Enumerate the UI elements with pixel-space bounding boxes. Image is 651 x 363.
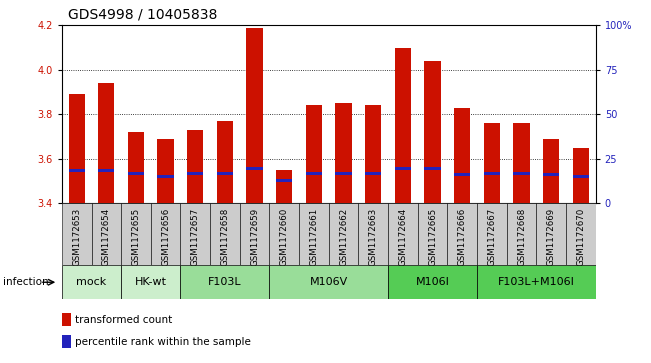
Text: GDS4998 / 10405838: GDS4998 / 10405838 — [68, 8, 217, 22]
Bar — [484, 123, 500, 203]
Bar — [299, 203, 329, 265]
Bar — [306, 172, 322, 175]
Bar — [395, 167, 411, 170]
Bar — [395, 48, 411, 203]
Bar — [454, 108, 471, 203]
Bar — [180, 203, 210, 265]
Bar — [62, 265, 121, 299]
Bar — [424, 167, 441, 170]
Bar — [477, 265, 596, 299]
Text: transformed count: transformed count — [76, 315, 173, 326]
Text: GSM1172664: GSM1172664 — [398, 208, 408, 266]
Bar — [359, 203, 388, 265]
Bar — [543, 139, 559, 203]
Bar — [98, 83, 115, 203]
Bar — [543, 173, 559, 176]
Bar — [210, 203, 240, 265]
Text: GSM1172662: GSM1172662 — [339, 208, 348, 266]
Text: GSM1172669: GSM1172669 — [547, 208, 556, 266]
Bar — [62, 313, 72, 326]
Bar — [270, 265, 388, 299]
Bar — [506, 203, 536, 265]
Bar — [180, 265, 270, 299]
Bar — [388, 203, 418, 265]
Text: GSM1172666: GSM1172666 — [458, 208, 467, 266]
Bar — [151, 203, 180, 265]
Text: mock: mock — [76, 277, 107, 287]
Text: GSM1172661: GSM1172661 — [309, 208, 318, 266]
Bar — [365, 106, 381, 203]
Bar — [121, 203, 151, 265]
Bar — [247, 28, 263, 203]
Bar — [68, 94, 85, 203]
Bar — [454, 173, 471, 176]
Text: GSM1172659: GSM1172659 — [250, 208, 259, 266]
Bar — [158, 175, 174, 178]
Text: GSM1172663: GSM1172663 — [368, 208, 378, 266]
Text: HK-wt: HK-wt — [135, 277, 167, 287]
Bar — [276, 179, 292, 182]
Bar — [121, 265, 180, 299]
Text: infection: infection — [3, 277, 49, 287]
Bar — [418, 203, 447, 265]
Bar — [276, 170, 292, 203]
Text: GSM1172654: GSM1172654 — [102, 208, 111, 266]
Bar — [62, 335, 72, 348]
Bar — [240, 203, 270, 265]
Bar — [566, 203, 596, 265]
Text: F103L+M106I: F103L+M106I — [498, 277, 575, 287]
Text: GSM1172656: GSM1172656 — [161, 208, 170, 266]
Bar — [68, 169, 85, 172]
Bar — [62, 203, 92, 265]
Bar — [98, 169, 115, 172]
Bar — [424, 61, 441, 203]
Bar — [329, 203, 359, 265]
Bar — [247, 167, 263, 170]
Text: GSM1172657: GSM1172657 — [191, 208, 200, 266]
Text: percentile rank within the sample: percentile rank within the sample — [76, 337, 251, 347]
Text: M106I: M106I — [415, 277, 449, 287]
Bar — [388, 265, 477, 299]
Bar — [514, 123, 530, 203]
Text: GSM1172668: GSM1172668 — [517, 208, 526, 266]
Text: GSM1172660: GSM1172660 — [280, 208, 289, 266]
Bar — [536, 203, 566, 265]
Bar — [128, 132, 144, 203]
Bar — [573, 148, 589, 203]
Text: GSM1172655: GSM1172655 — [132, 208, 141, 266]
Bar — [270, 203, 299, 265]
Text: GSM1172658: GSM1172658 — [221, 208, 229, 266]
Bar — [477, 203, 506, 265]
Bar — [365, 172, 381, 175]
Bar — [514, 172, 530, 175]
Bar — [573, 175, 589, 178]
Bar — [92, 203, 121, 265]
Bar — [484, 172, 500, 175]
Bar — [187, 130, 204, 203]
Text: GSM1172667: GSM1172667 — [488, 208, 496, 266]
Bar — [335, 103, 352, 203]
Text: M106V: M106V — [310, 277, 348, 287]
Bar — [335, 172, 352, 175]
Bar — [306, 106, 322, 203]
Bar — [217, 172, 233, 175]
Text: GSM1172670: GSM1172670 — [576, 208, 585, 266]
Text: GSM1172665: GSM1172665 — [428, 208, 437, 266]
Bar — [158, 139, 174, 203]
Text: GSM1172653: GSM1172653 — [72, 208, 81, 266]
Bar — [447, 203, 477, 265]
Bar — [217, 121, 233, 203]
Bar — [128, 172, 144, 175]
Bar — [187, 172, 204, 175]
Text: F103L: F103L — [208, 277, 242, 287]
